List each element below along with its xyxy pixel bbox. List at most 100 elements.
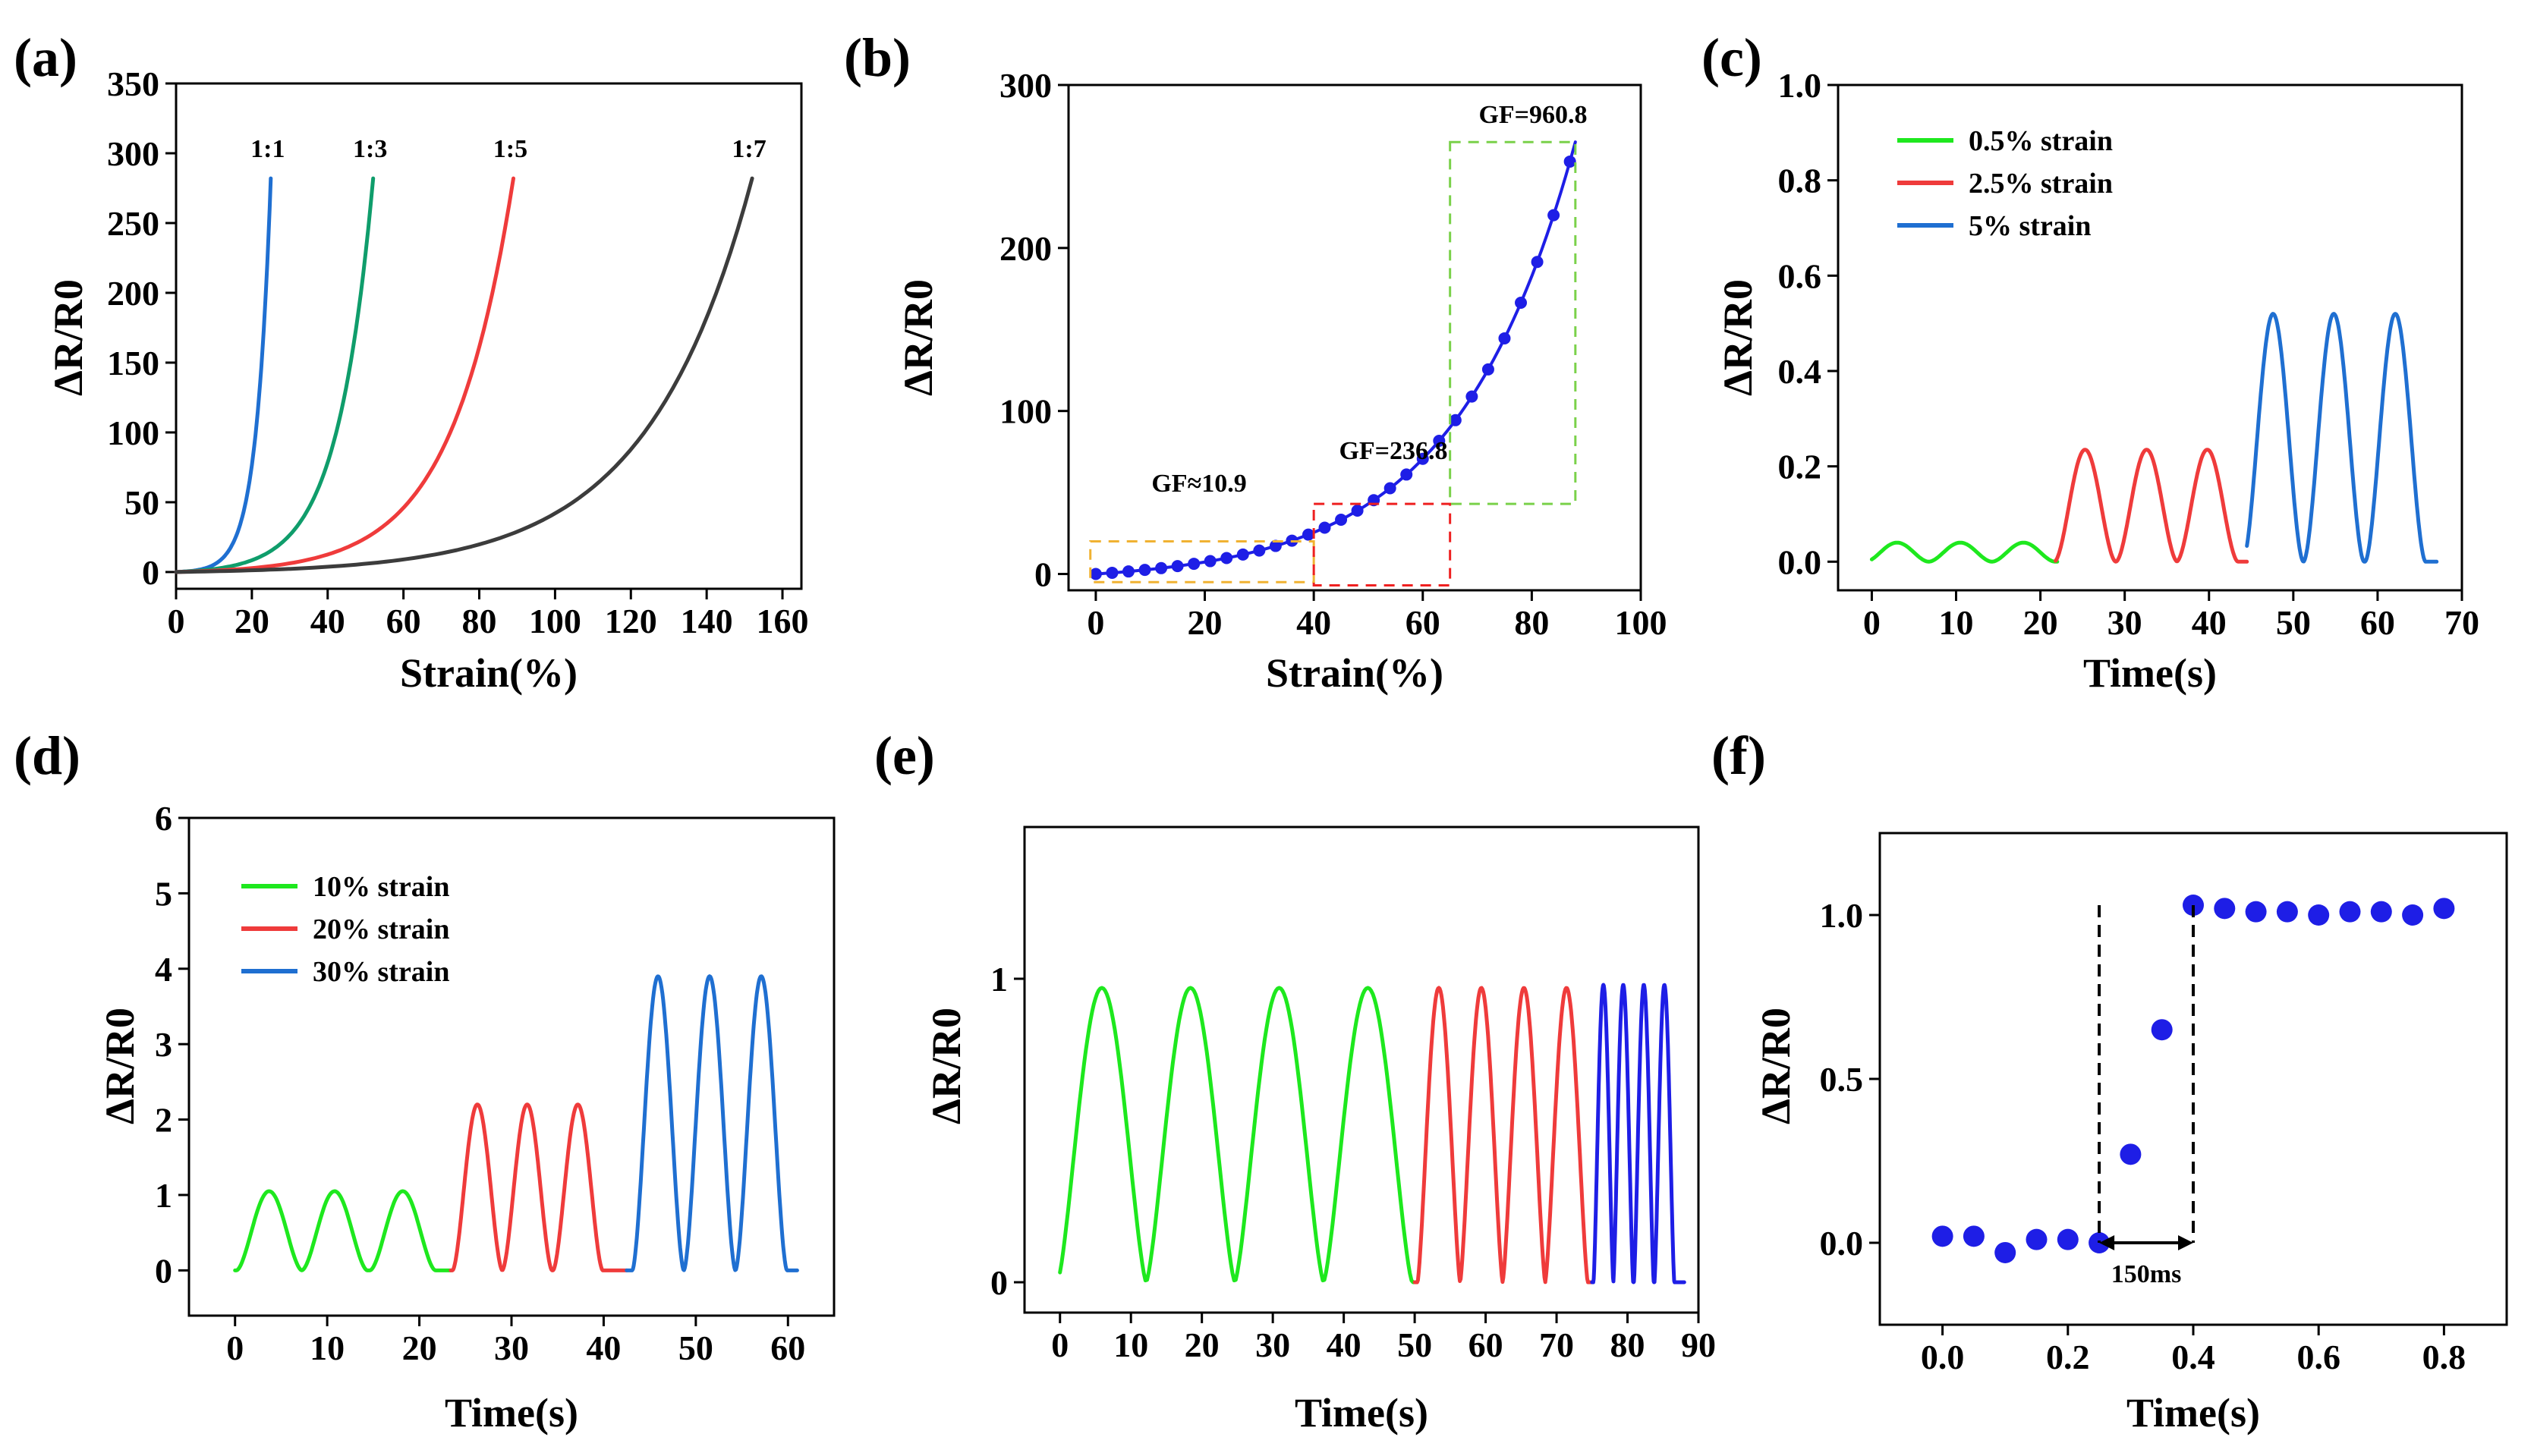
- data-point: [2151, 1019, 2173, 1041]
- x-tick-label: 10: [1939, 603, 1974, 642]
- series-line-1-3: [174, 176, 376, 574]
- series-line-1-1: [174, 176, 273, 574]
- data-point: [1089, 568, 1102, 580]
- x-tick-label: 0.8: [2422, 1338, 2466, 1376]
- x-tick-label: 40: [586, 1329, 621, 1367]
- y-tick-label: 300: [999, 66, 1052, 105]
- y-tick-label: 0: [155, 1251, 172, 1290]
- data-point: [2057, 1228, 2079, 1250]
- x-tick-label: 0.2: [2046, 1338, 2090, 1376]
- x-tick-label: 0.6: [2296, 1338, 2340, 1376]
- data-point: [2245, 901, 2267, 923]
- x-tick-label: 10: [1113, 1325, 1148, 1364]
- fit-line: [1094, 140, 1577, 576]
- y-tick-label: 0.5: [1820, 1060, 1864, 1099]
- panel-label: (b): [844, 27, 911, 88]
- x-tick-label: 20: [2023, 603, 2058, 642]
- y-tick-label: 0.0: [1820, 1224, 1864, 1263]
- series-label: 1:1: [250, 135, 285, 163]
- x-tick-label: 20: [1188, 603, 1223, 642]
- x-axis-label: Time(s): [445, 1390, 578, 1436]
- x-tick-label: 80: [462, 602, 497, 640]
- y-axis-label: ΔR/R0: [46, 279, 91, 396]
- series-line-1: [1058, 986, 1417, 1285]
- series-line-3: [1590, 983, 1686, 1285]
- data-point: [1531, 256, 1544, 269]
- y-tick-label: 200: [107, 274, 159, 313]
- x-tick-label: 50: [1397, 1325, 1432, 1364]
- data-point: [2214, 898, 2236, 920]
- y-tick-label: 1.0: [1778, 66, 1822, 105]
- series-line-1-5: [174, 176, 515, 574]
- gf-region-box: [1312, 502, 1452, 587]
- y-tick-label: 50: [124, 483, 159, 522]
- arrow-head-right: [2178, 1235, 2193, 1250]
- x-tick-label: 30: [2107, 603, 2142, 642]
- series-label: 1:7: [732, 135, 766, 163]
- data-point: [1416, 452, 1429, 465]
- x-tick-label: 50: [678, 1329, 713, 1367]
- data-point: [2026, 1228, 2048, 1250]
- x-tick-label: 50: [2276, 603, 2311, 642]
- y-tick-label: 1.0: [1820, 896, 1864, 935]
- data-point: [1498, 332, 1511, 344]
- y-tick-label: 4: [155, 950, 172, 989]
- y-tick-label: 0: [990, 1263, 1008, 1302]
- x-tick-label: 0: [1863, 603, 1881, 642]
- x-tick-label: 140: [681, 602, 733, 640]
- x-tick-label: 20: [1185, 1325, 1220, 1364]
- y-tick-label: 0: [142, 553, 159, 592]
- x-tick-label: 0: [226, 1329, 244, 1367]
- panel-label: (e): [874, 725, 935, 786]
- data-point: [1351, 505, 1364, 517]
- y-axis-label: ΔR/R0: [1753, 1008, 1799, 1124]
- x-axis-label: Strain(%): [1266, 650, 1443, 696]
- y-tick-label: 100: [107, 414, 159, 452]
- legend-label: 20% strain: [313, 914, 450, 945]
- x-tick-label: 60: [386, 602, 421, 640]
- plot-frame: [187, 816, 836, 1317]
- x-tick-label: 80: [1610, 1325, 1645, 1364]
- series-line-3: [2245, 312, 2439, 564]
- plot-frame: [1837, 83, 2463, 592]
- data-point: [2402, 904, 2424, 926]
- x-tick-label: 30: [1255, 1325, 1290, 1364]
- data-point: [1994, 1241, 2016, 1263]
- y-tick-label: 2: [155, 1101, 172, 1140]
- data-point: [1449, 414, 1462, 426]
- y-tick-label: 0.4: [1778, 352, 1822, 391]
- data-point: [1931, 1225, 1953, 1247]
- data-point: [1302, 528, 1314, 541]
- panel-c: 0 10 20 30 40 50 60 70 0.0 0.2 0.4 0.6 0.8 1.0 Time(s)…: [1701, 27, 2479, 696]
- x-tick-label: 60: [1406, 603, 1440, 642]
- data-point: [1481, 363, 1494, 376]
- panel-a: 0 20 40 60 80 100 120 140 160 0 50 100 150 200 250 300 3…: [14, 27, 809, 696]
- y-axis-label: ΔR/R0: [896, 279, 941, 396]
- data-point: [1335, 514, 1348, 527]
- data-point: [1433, 434, 1446, 447]
- y-tick-label: 0.2: [1778, 448, 1822, 486]
- y-axis-label: ΔR/R0: [97, 1008, 143, 1124]
- data-point: [1383, 482, 1396, 495]
- x-tick-label: 80: [1514, 603, 1549, 642]
- series-label: 1:3: [353, 135, 387, 163]
- data-point: [1318, 521, 1331, 534]
- data-point: [1547, 209, 1560, 222]
- y-tick-label: 100: [999, 392, 1052, 431]
- legend-label: 30% strain: [313, 956, 450, 988]
- x-tick-label: 10: [310, 1329, 345, 1367]
- y-tick-label: 0.8: [1778, 162, 1822, 200]
- x-tick-label: 160: [757, 602, 809, 640]
- panel-b: 0 20 40 60 80 100 0 100 200 300 Strain(%) ΔR/R0 (b) G…: [844, 27, 1667, 696]
- data-point: [1138, 564, 1151, 577]
- panel-e: 0 10 20 30 40 50 60 70 80 90 0 1 Time(s) ΔR/R0 (e): [874, 725, 1716, 1436]
- x-tick-label: 100: [529, 602, 581, 640]
- x-tick-label: 20: [235, 602, 269, 640]
- x-tick-label: 20: [402, 1329, 437, 1367]
- data-point: [1220, 552, 1233, 564]
- response-time-label: 150ms: [2111, 1260, 2182, 1288]
- x-tick-label: 0.4: [2171, 1338, 2215, 1376]
- x-tick-label: 60: [770, 1329, 805, 1367]
- data-point: [1122, 565, 1135, 578]
